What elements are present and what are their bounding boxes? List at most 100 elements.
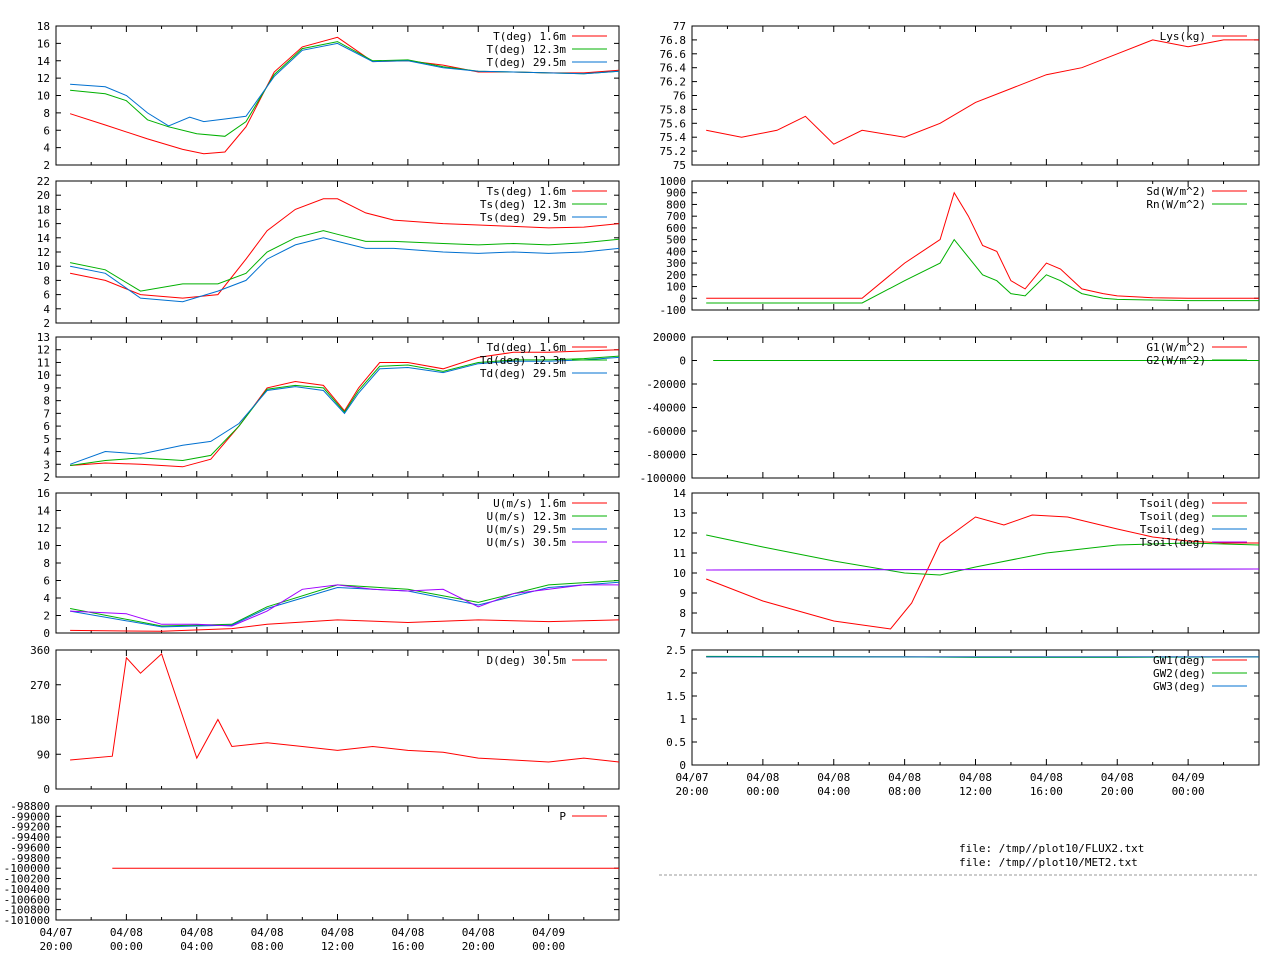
y-tick-label: -99000	[10, 810, 50, 823]
x-tick-label-date: 04/08	[1030, 771, 1063, 784]
y-tick-label: 76.8	[660, 34, 687, 47]
chart-frame	[55, 805, 620, 921]
file-info: file: /tmp//plot10/FLUX2.txt file: /tmp/…	[659, 842, 1259, 876]
x-tick-label-date: 04/08	[321, 926, 354, 939]
legend-label: T(deg) 12.3m	[487, 43, 567, 56]
y-tick-label: 18	[37, 20, 50, 33]
series-line-u-0	[70, 619, 620, 632]
series-line-ts-0	[70, 198, 620, 299]
x-tick-label-date: 04/08	[391, 926, 424, 939]
file-line-met: file: /tmp//plot10/MET2.txt	[959, 856, 1138, 869]
y-tick-label: 800	[666, 198, 686, 211]
y-tick-label: -98800	[10, 800, 50, 813]
y-tick-label: 2	[43, 610, 50, 623]
y-tick-label: 8	[43, 557, 50, 570]
x-tick-label-date: 04/08	[959, 771, 992, 784]
y-tick-label: 4	[43, 592, 50, 605]
y-tick-label: 300	[666, 257, 686, 270]
x-tick-label-time: 00:00	[746, 785, 779, 798]
y-tick-label: 600	[666, 222, 686, 235]
legend-label: GW1(deg)	[1153, 654, 1206, 667]
series-line-tsoil-3	[706, 568, 1260, 571]
y-tick-label: 7	[43, 407, 50, 420]
series-line-ts-1	[69, 230, 620, 292]
y-tick-label: 2	[43, 159, 50, 172]
legend-label: G1(W/m^2)	[1146, 341, 1206, 354]
y-tick-label: 2	[679, 667, 686, 680]
series-line-d-0	[70, 653, 620, 763]
legend-label: Lys(kg)	[1160, 30, 1206, 43]
legend-label: P	[559, 810, 566, 823]
y-tick-label: 900	[666, 187, 686, 200]
file-line-flux: file: /tmp//plot10/FLUX2.txt	[959, 842, 1144, 855]
x-tick-label-time: 04:00	[817, 785, 850, 798]
y-tick-label: -80000	[646, 449, 686, 462]
x-tick-label-date: 04/08	[251, 926, 284, 939]
y-tick-label: 11	[37, 356, 50, 369]
legend-label: Rn(W/m^2)	[1146, 198, 1206, 211]
legend-label: T(deg) 29.5m	[487, 56, 567, 69]
y-tick-label: 0.5	[666, 736, 686, 749]
x-tick-label-time: 00:00	[1172, 785, 1205, 798]
y-tick-label: 6	[43, 575, 50, 588]
y-tick-label: -99200	[10, 821, 50, 834]
y-tick-label: -99800	[10, 852, 50, 865]
x-tick-label-time: 08:00	[251, 940, 284, 953]
y-tick-label: -100800	[4, 904, 50, 917]
legend-label: Tsoil(deg)	[1140, 510, 1206, 523]
x-tick-label-date: 04/08	[888, 771, 921, 784]
x-tick-label-time: 16:00	[1030, 785, 1063, 798]
x-tick-label-time: 12:00	[321, 940, 354, 953]
x-tick-label-time: 04:00	[180, 940, 213, 953]
y-tick-label: 75.8	[660, 103, 687, 116]
y-tick-label: 500	[666, 234, 686, 247]
y-tick-label: -100200	[4, 873, 50, 886]
series-line-td-0	[70, 349, 620, 468]
series-line-u-2	[70, 581, 620, 628]
legend-label: U(m/s) 12.3m	[487, 510, 567, 523]
y-tick-label: 14	[37, 232, 51, 245]
series-line-u-3	[70, 584, 619, 627]
x-tick-label-time: 12:00	[959, 785, 992, 798]
y-tick-label: -40000	[646, 402, 686, 415]
y-tick-label: 8	[679, 607, 686, 620]
legend-label: D(deg) 30.5m	[487, 654, 567, 667]
y-tick-label: 8	[43, 395, 50, 408]
x-tick-label-date: 04/09	[532, 926, 565, 939]
x-tick-label-date: 04/08	[746, 771, 779, 784]
y-tick-label: -99600	[10, 841, 50, 854]
y-tick-label: 22	[37, 175, 50, 188]
y-tick-label: 0	[679, 759, 686, 772]
y-tick-label: 20	[37, 189, 50, 202]
legend-label: Tsoil(deg)	[1140, 536, 1206, 549]
y-tick-label: 14	[673, 487, 687, 500]
legend-label: Ts(deg) 29.5m	[480, 211, 566, 224]
legend-label: Ts(deg) 12.3m	[480, 198, 566, 211]
y-tick-label: 12	[37, 344, 50, 357]
x-tick-label-date: 04/09	[1172, 771, 1205, 784]
y-tick-label: 1.5	[666, 690, 686, 703]
y-tick-label: 3	[43, 458, 50, 471]
legend-label: Tsoil(deg)	[1140, 523, 1206, 536]
y-tick-label: 4	[43, 142, 50, 155]
y-tick-label: 270	[30, 679, 50, 692]
legend-label: Td(deg) 12.3m	[480, 354, 566, 367]
chart-frame	[691, 25, 1260, 166]
x-tick-label-date: 04/07	[39, 926, 72, 939]
chart-g: -100000 -80000 -60000 -40000 -20000 0 20000 G1(…	[640, 331, 1260, 485]
legend-label: Td(deg) 29.5m	[480, 367, 566, 380]
y-tick-label: 10	[673, 567, 686, 580]
x-tick-label-time: 00:00	[532, 940, 565, 953]
y-tick-label: 7	[679, 627, 686, 640]
y-tick-label: 12	[37, 246, 50, 259]
y-tick-label: 4	[43, 446, 50, 459]
legend-label: Ts(deg) 1.6m	[487, 185, 567, 198]
x-tick-label-time: 20:00	[39, 940, 72, 953]
x-tick-label-date: 04/08	[462, 926, 495, 939]
legend-label: Tsoil(deg)	[1140, 497, 1206, 510]
series-line-u-1	[70, 580, 620, 627]
x-tick-label-date: 04/08	[817, 771, 850, 784]
y-tick-label: 16	[37, 37, 50, 50]
